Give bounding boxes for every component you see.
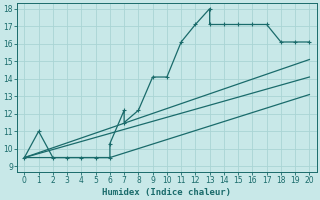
X-axis label: Humidex (Indice chaleur): Humidex (Indice chaleur): [102, 188, 231, 197]
